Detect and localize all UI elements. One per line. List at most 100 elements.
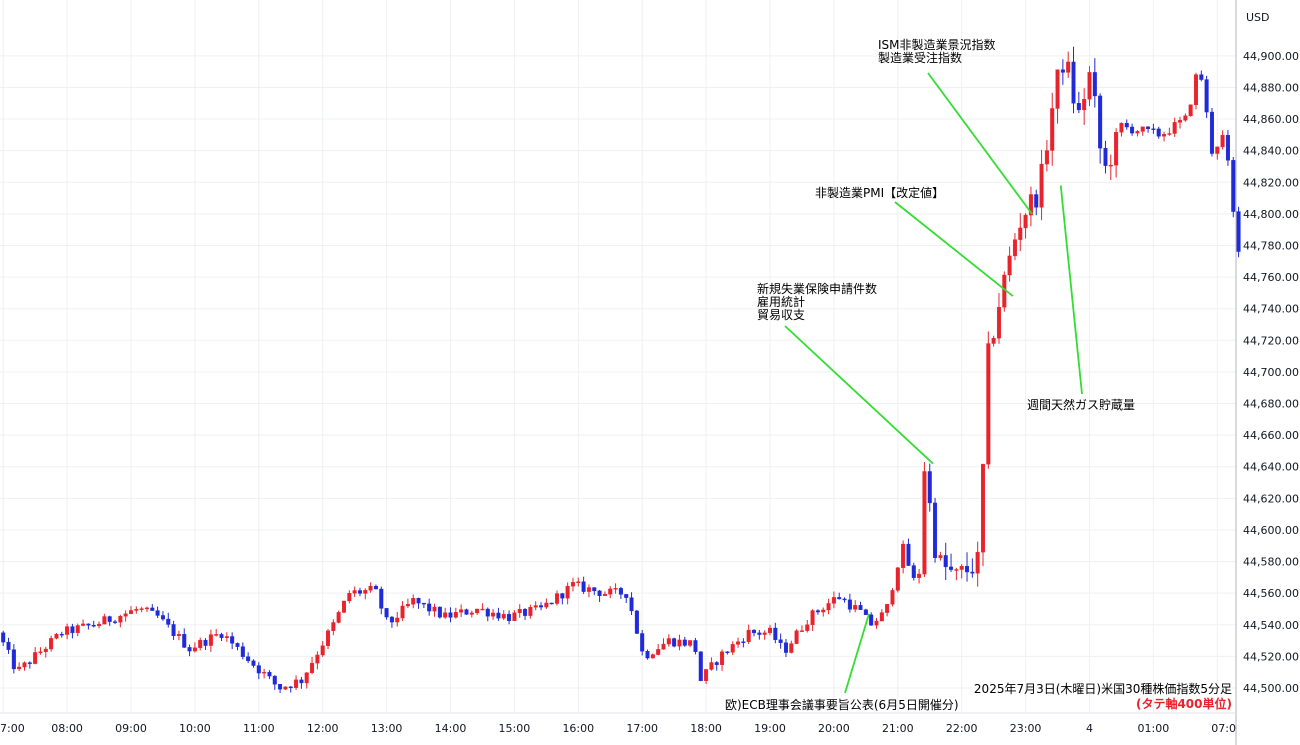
candle-body (512, 612, 517, 621)
x-tick-label: 08:00 (51, 722, 83, 735)
candle-body (618, 588, 623, 595)
candle-body (294, 679, 299, 688)
candle-body (400, 605, 405, 619)
candle-body (251, 660, 256, 666)
candle-body (959, 566, 964, 570)
candle-body (1034, 194, 1039, 208)
candle-body (634, 610, 639, 634)
candle-body (176, 634, 181, 637)
candle-body (533, 605, 538, 608)
candle-body (453, 612, 458, 618)
chart-title: 2025年7月3日(木曜日)米国30種株価指数5分足 (974, 681, 1232, 696)
candle-body (336, 612, 341, 623)
callout-line (894, 201, 1014, 297)
candle-body (933, 502, 938, 558)
y-tick-label: 44,720.00 (1243, 334, 1299, 347)
price-axis[interactable]: 44,500.00 44,520.00 44,540.00 44,560.00 44,5… (1243, 50, 1299, 695)
candle-body (288, 686, 293, 689)
candle-body (528, 607, 533, 616)
candle-body (352, 590, 357, 594)
candle-body (1114, 132, 1119, 166)
candle-body (22, 662, 27, 668)
candle-body (155, 610, 160, 616)
x-tick-label: 07:0 (1211, 722, 1236, 735)
candle-body (118, 616, 123, 623)
x-tick-label: 15:00 (499, 722, 531, 735)
candle-body (602, 593, 607, 596)
candle-body (347, 593, 352, 602)
candle-body (954, 569, 959, 571)
candle-body (501, 613, 506, 619)
candle-body (613, 588, 618, 590)
x-tick-label: 4 (1086, 722, 1093, 735)
candle-body (517, 609, 522, 613)
candle-body (150, 607, 155, 611)
candle-body (677, 639, 682, 647)
candle-body (1199, 74, 1204, 80)
y-tick-label: 44,680.00 (1243, 398, 1299, 411)
candle-body (102, 616, 107, 625)
x-tick-label: 01:00 (1138, 722, 1170, 735)
candle-body (879, 612, 884, 622)
candle-body (86, 623, 91, 626)
candle-body (885, 604, 890, 613)
time-axis[interactable]: 7:00 08:00 09:00 10:00 11:00 12:00 13:00 14:00 1… (0, 722, 1236, 735)
candle-body (1193, 74, 1198, 106)
candle-body (480, 608, 485, 611)
candle-body (389, 616, 394, 623)
y-tick-label: 44,500.00 (1243, 682, 1299, 695)
candle-body (1066, 61, 1071, 73)
candle-body (411, 598, 416, 605)
candle-body (144, 607, 149, 610)
candle-body (128, 610, 133, 614)
candle-body (134, 608, 139, 611)
candle-body (608, 588, 613, 595)
candle-body (49, 638, 54, 650)
candle-body (767, 627, 772, 634)
candle-body (310, 662, 315, 673)
candle-body (331, 622, 336, 631)
candle-body (741, 641, 746, 643)
annotation-label: 非製造業PMI【改定値】 (815, 185, 944, 200)
candle-body (645, 651, 650, 659)
candle-body (443, 612, 448, 618)
candle-body (842, 598, 847, 601)
candle-body (970, 571, 975, 574)
candle-body (1050, 108, 1055, 151)
annotation-label: 欧)ECB理事会議事要旨公表(6月5日開催分) (725, 698, 959, 712)
x-tick-label: 23:00 (1010, 722, 1042, 735)
candle-body (831, 597, 836, 604)
y-tick-label: 44,640.00 (1243, 461, 1299, 474)
annotation-label: 貿易収支 (757, 308, 805, 322)
candle-body (597, 590, 602, 596)
y-tick-label: 44,620.00 (1243, 492, 1299, 505)
candle-body (304, 672, 309, 684)
callout-line (927, 72, 1033, 215)
candle-body (688, 640, 693, 646)
candle-body (1209, 111, 1214, 154)
y-tick-label: 44,520.00 (1243, 650, 1299, 663)
candle-body (496, 612, 501, 619)
candle-body (416, 598, 421, 604)
x-tick-label: 7:00 (0, 722, 25, 735)
annotation-label: 新規失業保険申請件数 (757, 281, 877, 296)
candle-body (523, 609, 528, 616)
currency-label[interactable]: USD (1246, 11, 1270, 24)
x-tick-label: 17:00 (626, 722, 658, 735)
candle-body (986, 343, 991, 465)
candle-body (97, 623, 102, 626)
annotation-label: 週間天然ガス貯蔵量 (1027, 397, 1135, 412)
candle-body (395, 617, 400, 623)
y-tick-label: 44,700.00 (1243, 366, 1299, 379)
candle-body (762, 632, 767, 635)
candle-body (752, 629, 757, 634)
callout-line (784, 325, 934, 465)
candle-body (491, 612, 496, 617)
candle-body (160, 615, 165, 620)
annotation-label: ISM非製造業景況指数 (878, 37, 996, 52)
candle-body (1, 632, 6, 643)
y-tick-label: 44,820.00 (1243, 176, 1299, 189)
candle-body (1188, 104, 1193, 117)
candle-body (198, 639, 203, 648)
